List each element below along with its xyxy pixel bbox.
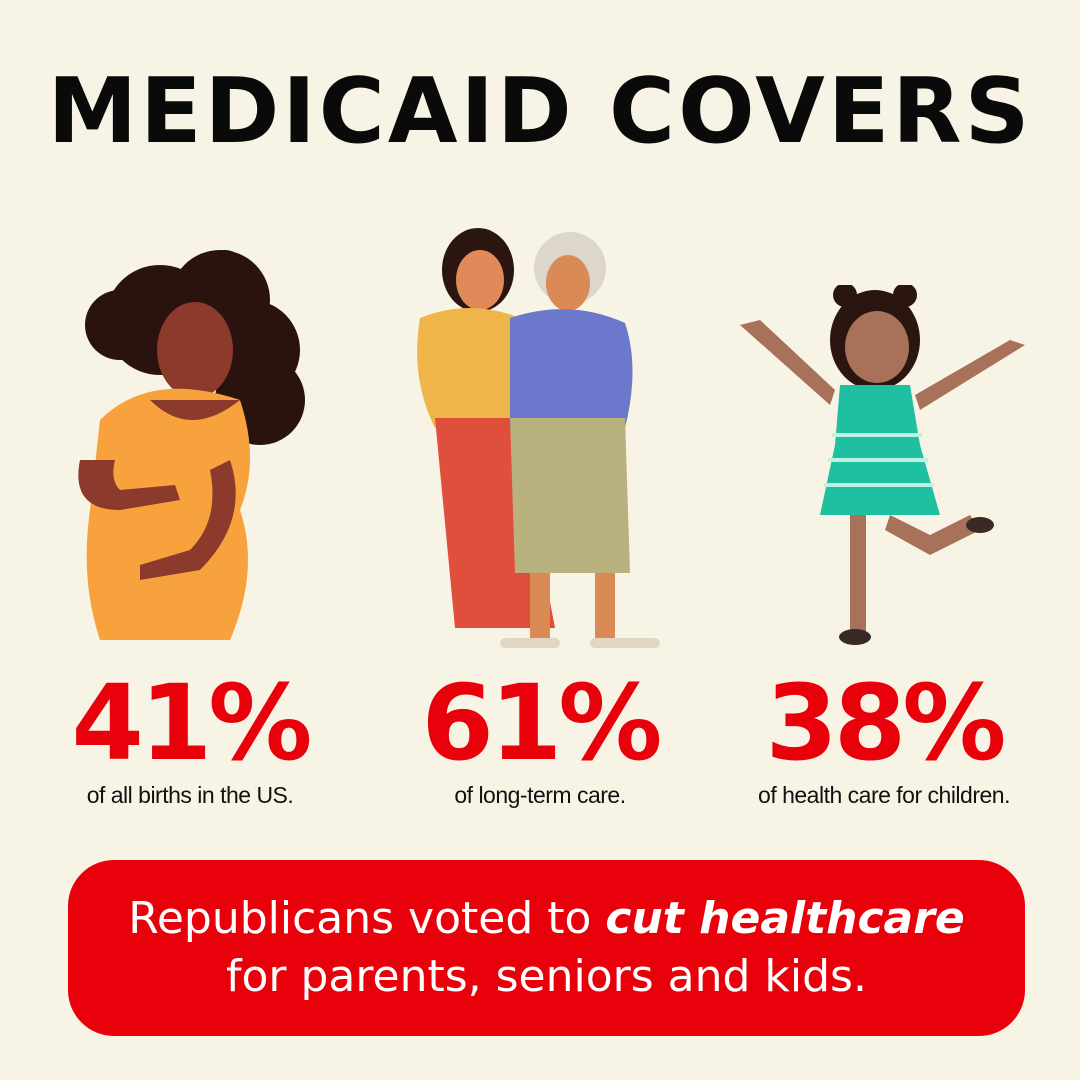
happy-girl-illustration <box>740 285 1025 645</box>
stat-long-term-care: 61% of long-term care. <box>370 668 710 809</box>
stat-children: 38% of health care for children. <box>714 668 1054 809</box>
message-banner: Republicans voted to cut healthcare for … <box>68 860 1025 1036</box>
stat-caption: of health care for children. <box>758 782 1010 808</box>
stat-value: 38% <box>765 662 1007 784</box>
stat-births: 41% of all births in the US. <box>20 668 360 809</box>
banner-emphasis: cut healthcare <box>605 893 965 944</box>
banner-text: Republicans voted to <box>128 893 606 944</box>
stat-caption: of long-term care. <box>454 782 626 808</box>
caregiver-and-senior-illustration <box>417 228 660 648</box>
page-title: MEDICAID COVERS <box>47 59 1033 164</box>
pregnant-woman-illustration <box>78 250 305 640</box>
banner-line-1: Republicans voted to cut healthcare <box>68 890 1025 948</box>
stat-value: 41% <box>71 662 313 784</box>
banner-line-2: for parents, seniors and kids. <box>226 951 867 1002</box>
stat-caption: of all births in the US. <box>86 782 294 808</box>
stat-value: 61% <box>421 662 663 784</box>
